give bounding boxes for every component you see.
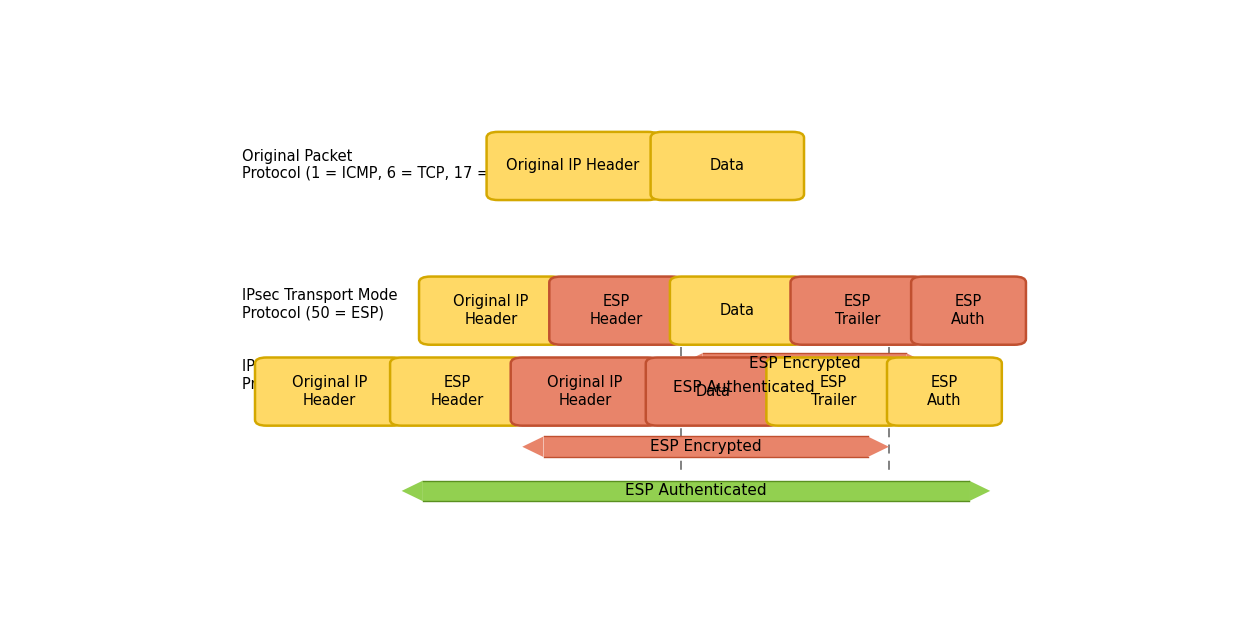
Text: Data: Data xyxy=(710,159,745,173)
Text: ESP
Trailer: ESP Trailer xyxy=(810,375,857,408)
FancyBboxPatch shape xyxy=(791,276,925,345)
Text: ESP Encrypted: ESP Encrypted xyxy=(650,440,762,454)
Text: ESP
Header: ESP Header xyxy=(431,375,484,408)
FancyBboxPatch shape xyxy=(670,276,804,345)
Text: ESP
Header: ESP Header xyxy=(590,294,642,327)
Text: Data: Data xyxy=(720,303,754,318)
Polygon shape xyxy=(402,480,423,501)
FancyBboxPatch shape xyxy=(651,132,804,200)
Text: IPsec Tunnel Mode
Protocol (50 = ESP): IPsec Tunnel Mode Protocol (50 = ESP) xyxy=(243,359,385,392)
Polygon shape xyxy=(681,353,702,374)
Bar xyxy=(583,378,906,398)
FancyBboxPatch shape xyxy=(886,357,1002,426)
Text: ESP Encrypted: ESP Encrypted xyxy=(748,356,860,371)
Polygon shape xyxy=(906,378,928,398)
FancyBboxPatch shape xyxy=(646,357,779,426)
Polygon shape xyxy=(868,436,889,457)
Text: Original Packet
Protocol (1 = ICMP, 6 = TCP, 17 = UDP): Original Packet Protocol (1 = ICMP, 6 = … xyxy=(243,148,530,181)
Bar xyxy=(423,480,969,501)
FancyBboxPatch shape xyxy=(510,357,660,426)
FancyBboxPatch shape xyxy=(390,357,524,426)
FancyBboxPatch shape xyxy=(255,357,403,426)
Bar xyxy=(544,436,868,457)
Text: IPsec Transport Mode
Protocol (50 = ESP): IPsec Transport Mode Protocol (50 = ESP) xyxy=(243,289,398,320)
Text: ESP Authenticated: ESP Authenticated xyxy=(674,380,815,396)
Polygon shape xyxy=(906,353,928,374)
Text: ESP
Auth: ESP Auth xyxy=(951,294,986,327)
Text: Original IP
Header: Original IP Header xyxy=(548,375,622,408)
Polygon shape xyxy=(969,480,990,501)
Text: Data: Data xyxy=(696,384,731,399)
Text: Original IP
Header: Original IP Header xyxy=(291,375,367,408)
FancyBboxPatch shape xyxy=(911,276,1026,345)
FancyBboxPatch shape xyxy=(549,276,684,345)
FancyBboxPatch shape xyxy=(420,276,563,345)
Text: Original IP
Header: Original IP Header xyxy=(453,294,529,327)
FancyBboxPatch shape xyxy=(487,132,660,200)
FancyBboxPatch shape xyxy=(767,357,900,426)
Polygon shape xyxy=(560,378,583,398)
Text: ESP Authenticated: ESP Authenticated xyxy=(625,483,767,498)
Polygon shape xyxy=(523,436,544,457)
Text: ESP
Trailer: ESP Trailer xyxy=(835,294,880,327)
Text: ESP
Auth: ESP Auth xyxy=(928,375,961,408)
Text: Original IP Header: Original IP Header xyxy=(507,159,640,173)
Bar xyxy=(702,353,906,374)
